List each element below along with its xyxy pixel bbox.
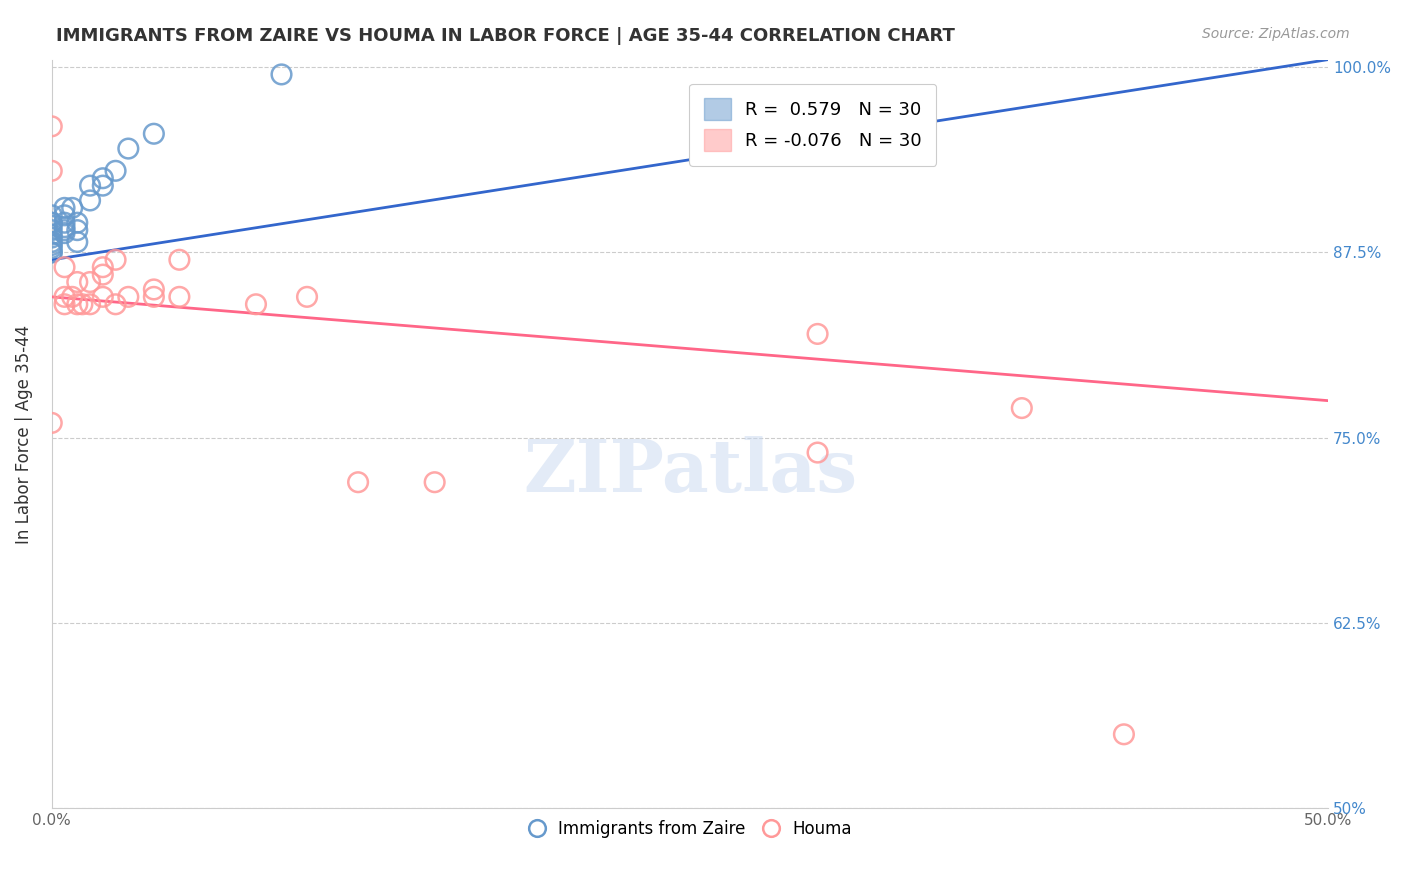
Point	[41, 241, 63, 255]
Point	[91, 171, 114, 186]
Point	[41, 238, 63, 252]
Point	[41, 235, 63, 249]
Legend: Immigrants from Zaire, Houma: Immigrants from Zaire, Houma	[522, 814, 859, 845]
Point	[117, 142, 139, 156]
Point	[53, 201, 76, 215]
Point	[91, 268, 114, 282]
Point	[142, 127, 165, 141]
Point	[53, 260, 76, 275]
Point	[53, 223, 76, 237]
Point	[142, 282, 165, 296]
Point	[423, 475, 446, 490]
Point	[41, 416, 63, 430]
Point	[66, 235, 89, 249]
Point	[104, 297, 127, 311]
Point	[91, 260, 114, 275]
Point	[79, 297, 101, 311]
Point	[66, 216, 89, 230]
Point	[104, 163, 127, 178]
Y-axis label: In Labor Force | Age 35-44: In Labor Force | Age 35-44	[15, 325, 32, 543]
Point	[169, 290, 191, 304]
Point	[66, 223, 89, 237]
Point	[53, 216, 76, 230]
Text: IMMIGRANTS FROM ZAIRE VS HOUMA IN LABOR FORCE | AGE 35-44 CORRELATION CHART: IMMIGRANTS FROM ZAIRE VS HOUMA IN LABOR …	[56, 27, 955, 45]
Point	[53, 297, 76, 311]
Point	[79, 194, 101, 208]
Point	[60, 290, 83, 304]
Point	[41, 120, 63, 134]
Point	[60, 201, 83, 215]
Point	[91, 178, 114, 193]
Point	[117, 290, 139, 304]
Point	[806, 445, 828, 459]
Point	[66, 275, 89, 289]
Point	[295, 290, 318, 304]
Point	[91, 290, 114, 304]
Point	[53, 208, 76, 222]
Point	[1011, 401, 1033, 415]
Point	[79, 275, 101, 289]
Point	[104, 252, 127, 267]
Point	[41, 219, 63, 233]
Point	[41, 227, 63, 242]
Point	[41, 245, 63, 260]
Point	[41, 208, 63, 222]
Point	[41, 216, 63, 230]
Point	[270, 67, 292, 81]
Point	[66, 297, 89, 311]
Point	[41, 245, 63, 260]
Point	[41, 216, 63, 230]
Point	[53, 290, 76, 304]
Point	[1112, 727, 1135, 741]
Point	[53, 220, 76, 235]
Text: Source: ZipAtlas.com: Source: ZipAtlas.com	[1202, 27, 1350, 41]
Point	[41, 230, 63, 244]
Point	[142, 290, 165, 304]
Point	[41, 163, 63, 178]
Text: ZIPatlas: ZIPatlas	[523, 436, 858, 507]
Point	[72, 297, 94, 311]
Point	[169, 252, 191, 267]
Point	[53, 226, 76, 240]
Point	[79, 178, 101, 193]
Point	[806, 326, 828, 341]
Point	[245, 297, 267, 311]
Point	[41, 223, 63, 237]
Point	[347, 475, 370, 490]
